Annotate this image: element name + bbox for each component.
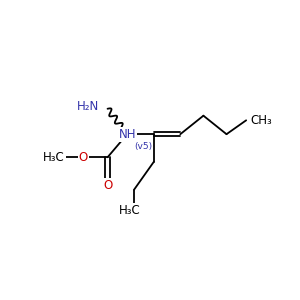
- Text: O: O: [79, 151, 88, 164]
- Text: H₃C: H₃C: [118, 204, 140, 217]
- Text: (v5): (v5): [134, 142, 152, 152]
- Text: NH: NH: [118, 128, 136, 141]
- Text: O: O: [103, 179, 112, 192]
- Text: CH₃: CH₃: [251, 114, 272, 127]
- Text: H₂N: H₂N: [77, 100, 100, 113]
- Text: H₃C: H₃C: [43, 151, 65, 164]
